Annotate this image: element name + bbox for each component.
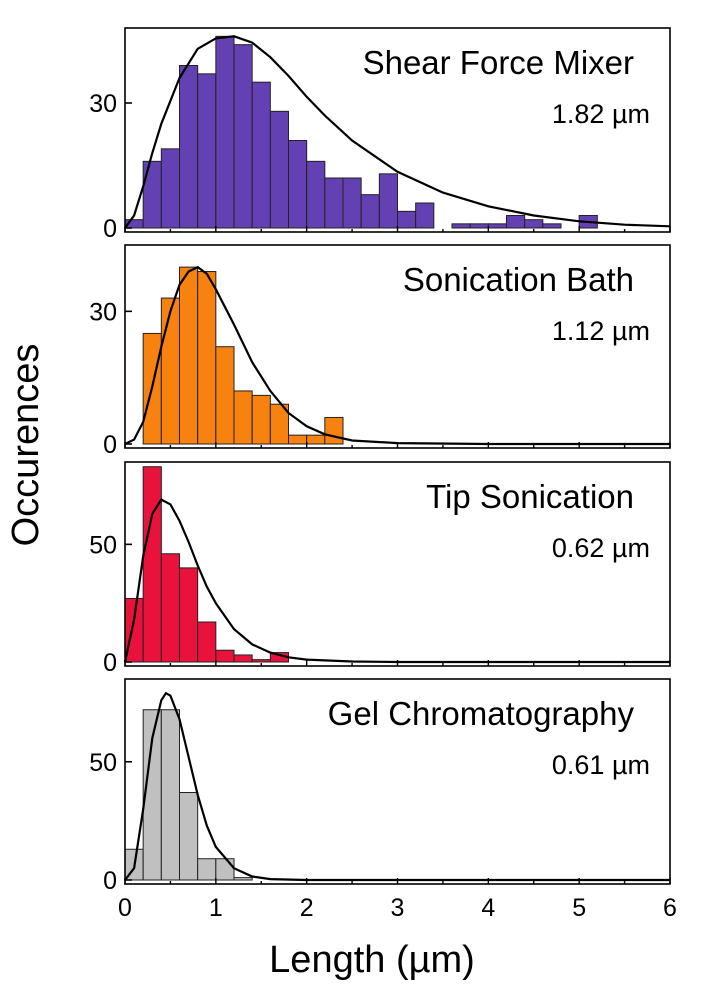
panel-title: Gel Chromatography — [328, 695, 635, 732]
histogram-bar — [487, 223, 508, 229]
panel-mean-label: 0.61 µm — [552, 750, 650, 780]
histogram-bar — [215, 35, 235, 229]
histogram-bar — [524, 219, 544, 229]
histogram-bar — [451, 223, 471, 229]
histogram-bar — [342, 177, 362, 229]
fit-curve — [124, 265, 670, 446]
panel-3: 0 50 Tip Sonication 0.62 µm — [89, 461, 671, 677]
histogram-bar — [233, 390, 253, 445]
panel-2: 0 30 Sonication Bath 1.12 µm — [89, 244, 671, 459]
histogram-bar — [197, 73, 217, 229]
y-tick-label: 30 — [89, 90, 117, 118]
y-tick-label: 50 — [89, 749, 117, 777]
panel-mean-label: 1.82 µm — [552, 99, 650, 129]
x-tick-label: 3 — [391, 894, 405, 922]
panel-mean-label: 1.12 µm — [552, 316, 650, 346]
histogram-bar — [215, 346, 235, 445]
histogram-bar — [215, 858, 235, 881]
x-tick-label: 2 — [300, 894, 314, 922]
histogram-bar — [179, 266, 199, 445]
histogram-bar — [269, 403, 290, 445]
x-tick-label: 4 — [481, 894, 495, 922]
histogram-bar — [233, 44, 253, 229]
histogram-bar — [160, 148, 180, 229]
histogram-bar — [197, 858, 217, 881]
y-tick-label: 0 — [103, 431, 117, 459]
x-tick-label: 1 — [209, 894, 223, 922]
histogram-bar — [160, 553, 180, 663]
histogram-bar — [233, 877, 253, 881]
panel-4: 0 50 Gel Chromatography 0.61 µm — [89, 678, 671, 895]
fit-curve — [124, 35, 671, 229]
y-axis-label: Occurences — [5, 344, 47, 547]
histogram-bar — [269, 110, 290, 229]
x-axis-label: Length (µm) — [269, 939, 475, 981]
histogram-bar — [542, 223, 562, 229]
histogram-bar — [288, 434, 308, 445]
y-tick-label: 0 — [103, 867, 117, 895]
y-tick-label: 50 — [89, 531, 117, 559]
histogram-bar — [288, 140, 308, 229]
histogram-bar — [415, 202, 435, 229]
histogram-bar — [251, 394, 271, 445]
histogram-bar — [215, 649, 235, 663]
histogram-bar — [179, 65, 199, 229]
fit-curve — [123, 498, 670, 664]
panel-1: 0 30 Shear Force Mixer 1.82 µm — [89, 27, 671, 243]
histogram-bar — [306, 434, 326, 445]
histogram-bar — [397, 210, 417, 229]
histogram-bar — [306, 160, 326, 229]
histogram-bar — [142, 466, 162, 663]
x-tick-label: 5 — [572, 894, 586, 922]
y-tick-label: 0 — [103, 649, 117, 677]
histogram-bar — [360, 194, 380, 229]
x-tick-label: 0 — [118, 894, 132, 922]
histogram-bar — [324, 416, 344, 445]
histogram-bar — [179, 567, 199, 663]
histogram-bar — [469, 223, 489, 229]
y-tick-label: 30 — [89, 298, 117, 326]
y-tick-label: 0 — [103, 215, 117, 243]
histogram-bar — [506, 215, 526, 229]
histogram-bar — [160, 709, 180, 881]
histogram-bar — [197, 621, 217, 663]
histogram-bar — [251, 659, 271, 663]
histogram-bar — [160, 297, 180, 445]
histogram-bar — [179, 792, 199, 881]
panel-title: Shear Force Mixer — [363, 44, 634, 81]
histogram-bar — [378, 173, 399, 229]
histogram-bar — [142, 160, 162, 229]
histogram-bar — [324, 177, 344, 229]
histogram-bar — [233, 654, 253, 663]
panel-mean-label: 0.62 µm — [552, 533, 650, 563]
histogram-bar — [197, 271, 217, 445]
x-tick-label: 6 — [663, 894, 677, 922]
fit-curve — [124, 691, 670, 882]
panel-title: Tip Sonication — [426, 478, 634, 515]
panel-title: Sonication Bath — [403, 261, 634, 298]
histogram-bar — [251, 81, 271, 229]
